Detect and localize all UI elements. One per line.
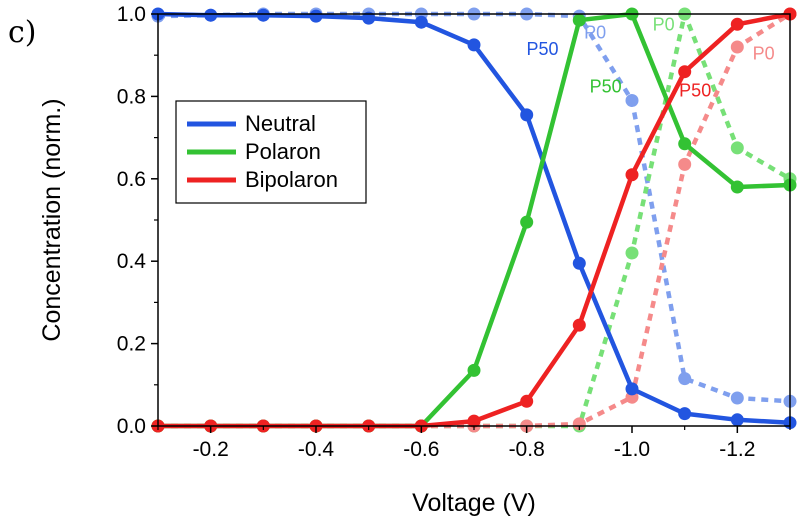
series-annotation: P0 bbox=[653, 14, 675, 34]
data-point-neutral-p50 bbox=[625, 382, 639, 396]
y-tick-label: 0.4 bbox=[117, 250, 147, 273]
panel-label: c) bbox=[8, 15, 37, 50]
data-point-bipolaron-p0 bbox=[678, 157, 692, 171]
series-layer bbox=[151, 7, 797, 433]
y-tick-label: 1.0 bbox=[117, 3, 146, 26]
series-annotation: P50 bbox=[590, 76, 622, 96]
x-tick-label: -0.4 bbox=[298, 438, 335, 461]
data-point-neutral-p50 bbox=[730, 413, 744, 427]
series-annotation: P50 bbox=[679, 80, 711, 100]
series-line-neutral-p50 bbox=[157, 11, 791, 425]
legend: Neutral Polaron Bipolaron bbox=[175, 100, 367, 204]
data-point-polaron-p50 bbox=[730, 180, 744, 194]
data-point-polaron-p50 bbox=[572, 13, 586, 27]
legend-label-polaron: Polaron bbox=[245, 139, 321, 164]
annotations-layer: P50 P0 P50 P0 P50 P0 bbox=[526, 14, 774, 100]
data-point-polaron-p50 bbox=[467, 363, 481, 377]
data-point-neutral-p50 bbox=[204, 8, 218, 22]
data-point-bipolaron-p0 bbox=[572, 417, 586, 431]
series-line-neutral-p0 bbox=[157, 11, 791, 404]
ticks-layer: -0.2 -0.4 -0.6 -0.8 -1.0 -1.2 0.0 0.2 0.4 0.6 0.8 1… bbox=[117, 3, 791, 461]
data-point-neutral-p50 bbox=[520, 108, 534, 122]
data-point-polaron-p50 bbox=[520, 215, 534, 229]
data-point-polaron-p0 bbox=[730, 141, 744, 155]
x-tick-label: -0.2 bbox=[193, 438, 229, 461]
data-point-polaron-p50 bbox=[678, 137, 692, 151]
y-tick-label: 0.0 bbox=[117, 415, 146, 438]
data-point-neutral-p0 bbox=[625, 94, 639, 107]
series-annotation: P50 bbox=[526, 39, 558, 59]
x-tick-label: -0.8 bbox=[509, 438, 545, 461]
data-point-neutral-p50 bbox=[256, 8, 270, 22]
series-annotation: P0 bbox=[584, 23, 606, 43]
series-annotation: P0 bbox=[753, 43, 775, 63]
data-point-bipolaron-p50 bbox=[625, 168, 639, 182]
data-point-bipolaron-p0 bbox=[730, 40, 744, 54]
legend-label-bipolaron: Bipolaron bbox=[245, 167, 338, 192]
x-axis-title: Voltage (V) bbox=[412, 489, 536, 517]
data-point-polaron-p0 bbox=[625, 246, 639, 260]
data-point-bipolaron-p50 bbox=[678, 65, 692, 79]
x-tick-label: -1.0 bbox=[614, 438, 650, 461]
data-point-neutral-p50 bbox=[309, 9, 323, 23]
y-tick-label: 0.8 bbox=[117, 85, 146, 108]
data-point-neutral-p50 bbox=[572, 256, 586, 270]
data-point-bipolaron-p50 bbox=[520, 394, 534, 408]
data-point-bipolaron-p50 bbox=[730, 17, 744, 31]
legend-label-neutral: Neutral bbox=[245, 111, 316, 136]
x-tick-label: -0.6 bbox=[403, 438, 439, 461]
y-tick-label: 0.6 bbox=[117, 168, 146, 191]
data-point-neutral-p0 bbox=[730, 391, 744, 405]
x-tick-label: -1.2 bbox=[719, 438, 755, 461]
y-axis-title: Concentration (norm.) bbox=[38, 98, 66, 341]
data-point-neutral-p0 bbox=[678, 372, 692, 386]
data-point-bipolaron-p50 bbox=[467, 414, 481, 428]
y-tick-label: 0.2 bbox=[117, 333, 146, 356]
data-point-neutral-p50 bbox=[467, 38, 481, 52]
data-point-neutral-p50 bbox=[678, 407, 692, 421]
data-point-neutral-p50 bbox=[362, 11, 376, 25]
data-point-neutral-p50 bbox=[414, 15, 428, 29]
data-point-bipolaron-p50 bbox=[572, 318, 586, 332]
